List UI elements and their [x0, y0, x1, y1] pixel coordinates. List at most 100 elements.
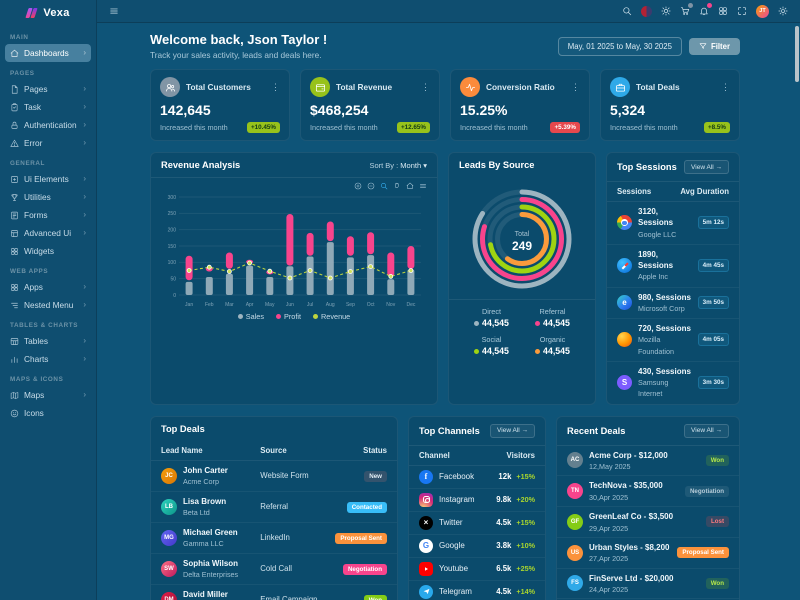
user-avatar[interactable]: JT [756, 4, 769, 18]
lead-name: Sophia Wilson [183, 559, 239, 568]
sidebar-item-ui-elements[interactable]: Ui Elements › [5, 170, 91, 188]
settings-button[interactable] [778, 6, 788, 16]
chevron-right-icon: › [83, 336, 86, 345]
filter-button[interactable]: Filter [688, 37, 740, 55]
sidebar-item-utilities[interactable]: Utilities › [5, 188, 91, 206]
sidebar-item-advanced-ui[interactable]: Advanced Ui › [5, 224, 91, 242]
svg-text:Dec: Dec [406, 302, 415, 308]
reset-home-icon[interactable] [406, 182, 414, 190]
organic-legend-dot [535, 348, 541, 354]
status-badge: Lost [705, 516, 729, 528]
channel-row[interactable]: × Twitter 4.5k +15% [409, 512, 545, 535]
legend-value: 44,545 [543, 318, 570, 328]
sidebar-item-apps[interactable]: Apps › [5, 278, 91, 296]
deal-row[interactable]: SW Sophia Wilson Delta Enterprises Cold Ca… [151, 554, 397, 585]
stat-card-total-revenue: Total Revenue ⋮ $468,254 Increased this … [300, 69, 440, 141]
more-options-icon[interactable]: ⋮ [721, 81, 730, 92]
language-selector[interactable] [641, 5, 652, 17]
sidebar-toggle-button[interactable] [109, 6, 119, 16]
channel-row[interactable]: Telegram 4.5k +14% [409, 581, 545, 600]
zoom-in-icon[interactable] [354, 182, 362, 190]
lead-source: Cold Call [260, 564, 292, 573]
recent-deal-row[interactable]: FS FinServe Ltd - $20,000 24,Apr 2025 Won [557, 569, 739, 600]
sidebar-item-task[interactable]: Task › [5, 98, 91, 116]
avatar: AC [567, 452, 583, 469]
cart-button[interactable] [680, 3, 693, 16]
channel-row[interactable]: G Google 3.8k +10% [409, 535, 545, 558]
recent-deal-row[interactable]: GF GreenLeaf Co - $3,500 29,Apr 2025 Lost [557, 507, 739, 538]
more-options-icon[interactable]: ⋮ [571, 81, 580, 92]
layout-icon [10, 229, 19, 238]
recent-deal-row[interactable]: TN TechNova - $35,000 30,Apr 2025 Negotia… [557, 476, 739, 508]
deal-row[interactable]: MG Michael Green Gamma LLC LinkedIn Propos… [151, 523, 397, 554]
session-row[interactable]: 720, Sessions Mozilla Foundation 4m 05s [607, 319, 739, 362]
avatar: TN [567, 483, 583, 500]
recent-deal-row[interactable]: AC Acme Corp - $12,000 12,May 2025 Won [557, 446, 739, 477]
stat-value: 142,645 [160, 102, 211, 118]
channel-name: Facebook [439, 472, 475, 481]
channel-row[interactable]: Youtube 6.5k +25% [409, 558, 545, 581]
sidebar-item-label: Utilities [24, 192, 51, 202]
visitors-value: 6.5k [496, 564, 512, 573]
chevron-right-icon: › [83, 102, 86, 111]
sidebar-item-tables[interactable]: Tables › [5, 332, 91, 350]
svg-text:Jul: Jul [307, 302, 313, 308]
sort-by-dropdown[interactable]: Sort By : Month ▾ [369, 161, 427, 170]
sidebar-item-icons[interactable]: Icons [5, 404, 91, 422]
lead-source: Email Campaign [260, 595, 318, 600]
sidebar-item-maps[interactable]: Maps › [5, 386, 91, 404]
notifications-button[interactable] [699, 3, 712, 16]
sidebar-item-label: Maps [24, 390, 45, 400]
sidebar-item-label: Authentication [24, 120, 77, 130]
alert-triangle-icon [10, 139, 19, 148]
chart-menu-icon[interactable] [419, 182, 427, 190]
sidebar-item-forms[interactable]: Forms › [5, 206, 91, 224]
svg-text:Nov: Nov [386, 302, 395, 308]
zoom-out-icon[interactable] [367, 182, 375, 190]
leads-legend: Direct 44,545 Referral 44,545 Social 44,545… [449, 299, 595, 365]
channel-row[interactable]: Instagram 9.8k +20% [409, 489, 545, 512]
recent-deals-card: Recent Deals View All → AC Acme Corp - $… [556, 415, 740, 600]
date-range-input[interactable]: May, 01 2025 to May, 30 2025 [557, 36, 682, 56]
apps-button[interactable] [718, 6, 728, 16]
sidebar-item-charts[interactable]: Charts › [5, 350, 91, 368]
page-scrollbar[interactable] [795, 26, 799, 82]
sidebar-item-widgets[interactable]: Widgets [5, 242, 91, 260]
fullscreen-button[interactable] [737, 6, 747, 16]
session-row[interactable]: e 980, Sessions Microsoft Corp 3m 50s [607, 288, 739, 319]
deal-row[interactable]: JC John Carter Acme Corp Website Form New [151, 461, 397, 492]
us-flag-icon [641, 5, 652, 17]
sidebar-item-error[interactable]: Error › [5, 134, 91, 152]
sidebar-item-dashboards[interactable]: Dashboards › [5, 44, 91, 62]
session-row[interactable]: 3120, Sessions Google LLC 5m 12s [607, 202, 739, 245]
home-icon [10, 49, 19, 58]
lead-company: Acme Corp [183, 477, 219, 486]
session-row[interactable]: S 430, Sessions Samsung Internet 3m 30s [607, 362, 739, 404]
selection-zoom-icon[interactable] [380, 182, 388, 190]
duration-badge: 3m 30s [697, 376, 729, 390]
pan-icon[interactable] [393, 182, 401, 190]
sidebar-item-pages[interactable]: Pages › [5, 80, 91, 98]
recent-deal-row[interactable]: US Urban Styles - $8,200 27,Apr 2025 Prop… [557, 538, 739, 569]
visitors-change: +14% [516, 587, 535, 596]
status-badge: New [364, 470, 387, 482]
sidebar-item-nested-menu[interactable]: Nested Menu › [5, 296, 91, 314]
view-all-button[interactable]: View All → [684, 160, 729, 174]
more-options-icon[interactable]: ⋮ [421, 81, 430, 92]
session-row[interactable]: 1890, Sessions Apple Inc 4m 45s [607, 245, 739, 288]
more-options-icon[interactable]: ⋮ [271, 81, 280, 92]
search-button[interactable] [622, 6, 632, 16]
theme-toggle-button[interactable] [661, 6, 671, 16]
chevron-right-icon: › [83, 120, 86, 129]
view-all-button[interactable]: View All → [684, 423, 729, 438]
channel-row[interactable]: f Facebook 12k +15% [409, 466, 545, 489]
brand[interactable]: Vexa [0, 0, 96, 26]
card-title: Top Channels [419, 425, 480, 436]
duration-badge: 5m 12s [697, 216, 729, 230]
deal-row[interactable]: LB Lisa Brown Beta Ltd Referral Contacted [151, 492, 397, 523]
sidebar-item-authentication[interactable]: Authentication › [5, 116, 91, 134]
view-all-button[interactable]: View All → [490, 423, 535, 438]
svg-text:Feb: Feb [205, 302, 214, 308]
